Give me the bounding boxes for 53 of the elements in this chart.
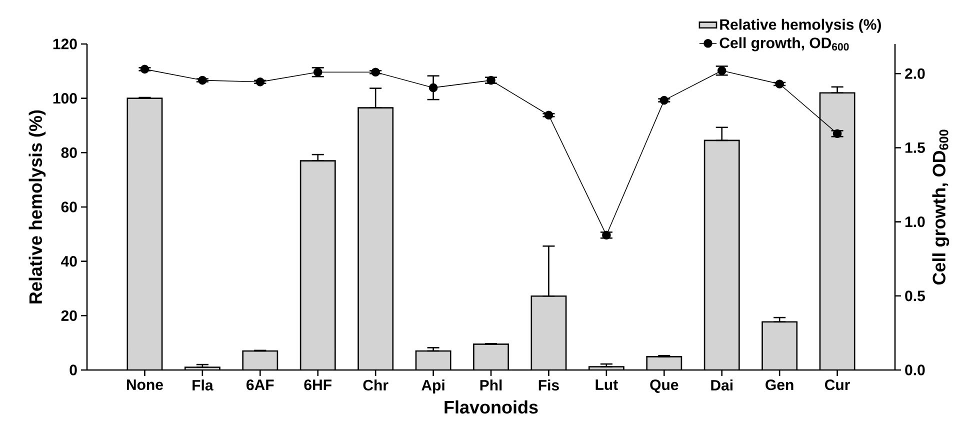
y2-tick-label: 0.5 bbox=[905, 290, 925, 302]
y2-tick-label: 0.0 bbox=[905, 364, 925, 376]
bar bbox=[704, 140, 740, 370]
x-tick-label: Fla bbox=[192, 380, 214, 391]
x-tick-label: Fis bbox=[538, 380, 559, 391]
x-tick-label: Lut bbox=[596, 380, 618, 390]
bar bbox=[474, 344, 508, 370]
bar bbox=[531, 296, 566, 370]
bar bbox=[416, 350, 451, 370]
x-tick-label: Chr bbox=[363, 380, 388, 391]
point bbox=[660, 96, 669, 105]
y-tick-label: 0 bbox=[70, 364, 77, 376]
x-tick-label: Dai bbox=[711, 380, 732, 391]
y2-axis-title: Cell growth, OD$_{600}$ bbox=[932, 130, 950, 285]
bar bbox=[358, 108, 393, 370]
x-axis-title: Flavonoids bbox=[444, 400, 538, 414]
x-tick-label: Phl bbox=[480, 380, 502, 390]
y-tick-label: 40 bbox=[61, 256, 77, 267]
y-tick-label: 120 bbox=[53, 38, 77, 50]
legend-label: Cell growth, OD$_{600}$ bbox=[720, 37, 849, 52]
legend-label: Relative hemolysis (%) bbox=[720, 18, 881, 33]
point bbox=[198, 76, 207, 85]
x-tick-label: None bbox=[126, 380, 163, 390]
point bbox=[313, 68, 322, 77]
x-tick-label: Que bbox=[650, 380, 678, 393]
point bbox=[140, 64, 150, 74]
point bbox=[486, 76, 496, 85]
bar bbox=[762, 322, 797, 370]
point bbox=[371, 68, 380, 77]
y-axis-title: Relative hemolysis (%) bbox=[28, 110, 46, 304]
y-tick-label: 60 bbox=[61, 202, 77, 212]
bar bbox=[127, 98, 162, 370]
point bbox=[775, 80, 784, 88]
point bbox=[544, 110, 554, 120]
point bbox=[832, 129, 842, 138]
y-tick-label: 100 bbox=[53, 93, 77, 104]
y2-tick-label: 1.0 bbox=[905, 216, 925, 228]
x-tick-label: Gen bbox=[766, 380, 794, 390]
y-tick-label: 80 bbox=[61, 147, 77, 158]
y2-tick-label: 2.0 bbox=[905, 68, 925, 79]
x-tick-label: Api bbox=[422, 380, 444, 394]
bar bbox=[242, 350, 278, 370]
point bbox=[602, 230, 611, 240]
point bbox=[256, 78, 265, 86]
bar bbox=[819, 92, 856, 370]
bar bbox=[300, 160, 336, 370]
x-tick-label: 6AF bbox=[246, 380, 274, 390]
point bbox=[428, 83, 438, 92]
y2-tick-label: 1.5 bbox=[905, 142, 925, 153]
point bbox=[717, 66, 726, 76]
x-tick-label: Cur bbox=[824, 380, 850, 390]
y-tick-label: 20 bbox=[61, 310, 77, 321]
x-tick-label: 6HF bbox=[304, 380, 332, 390]
